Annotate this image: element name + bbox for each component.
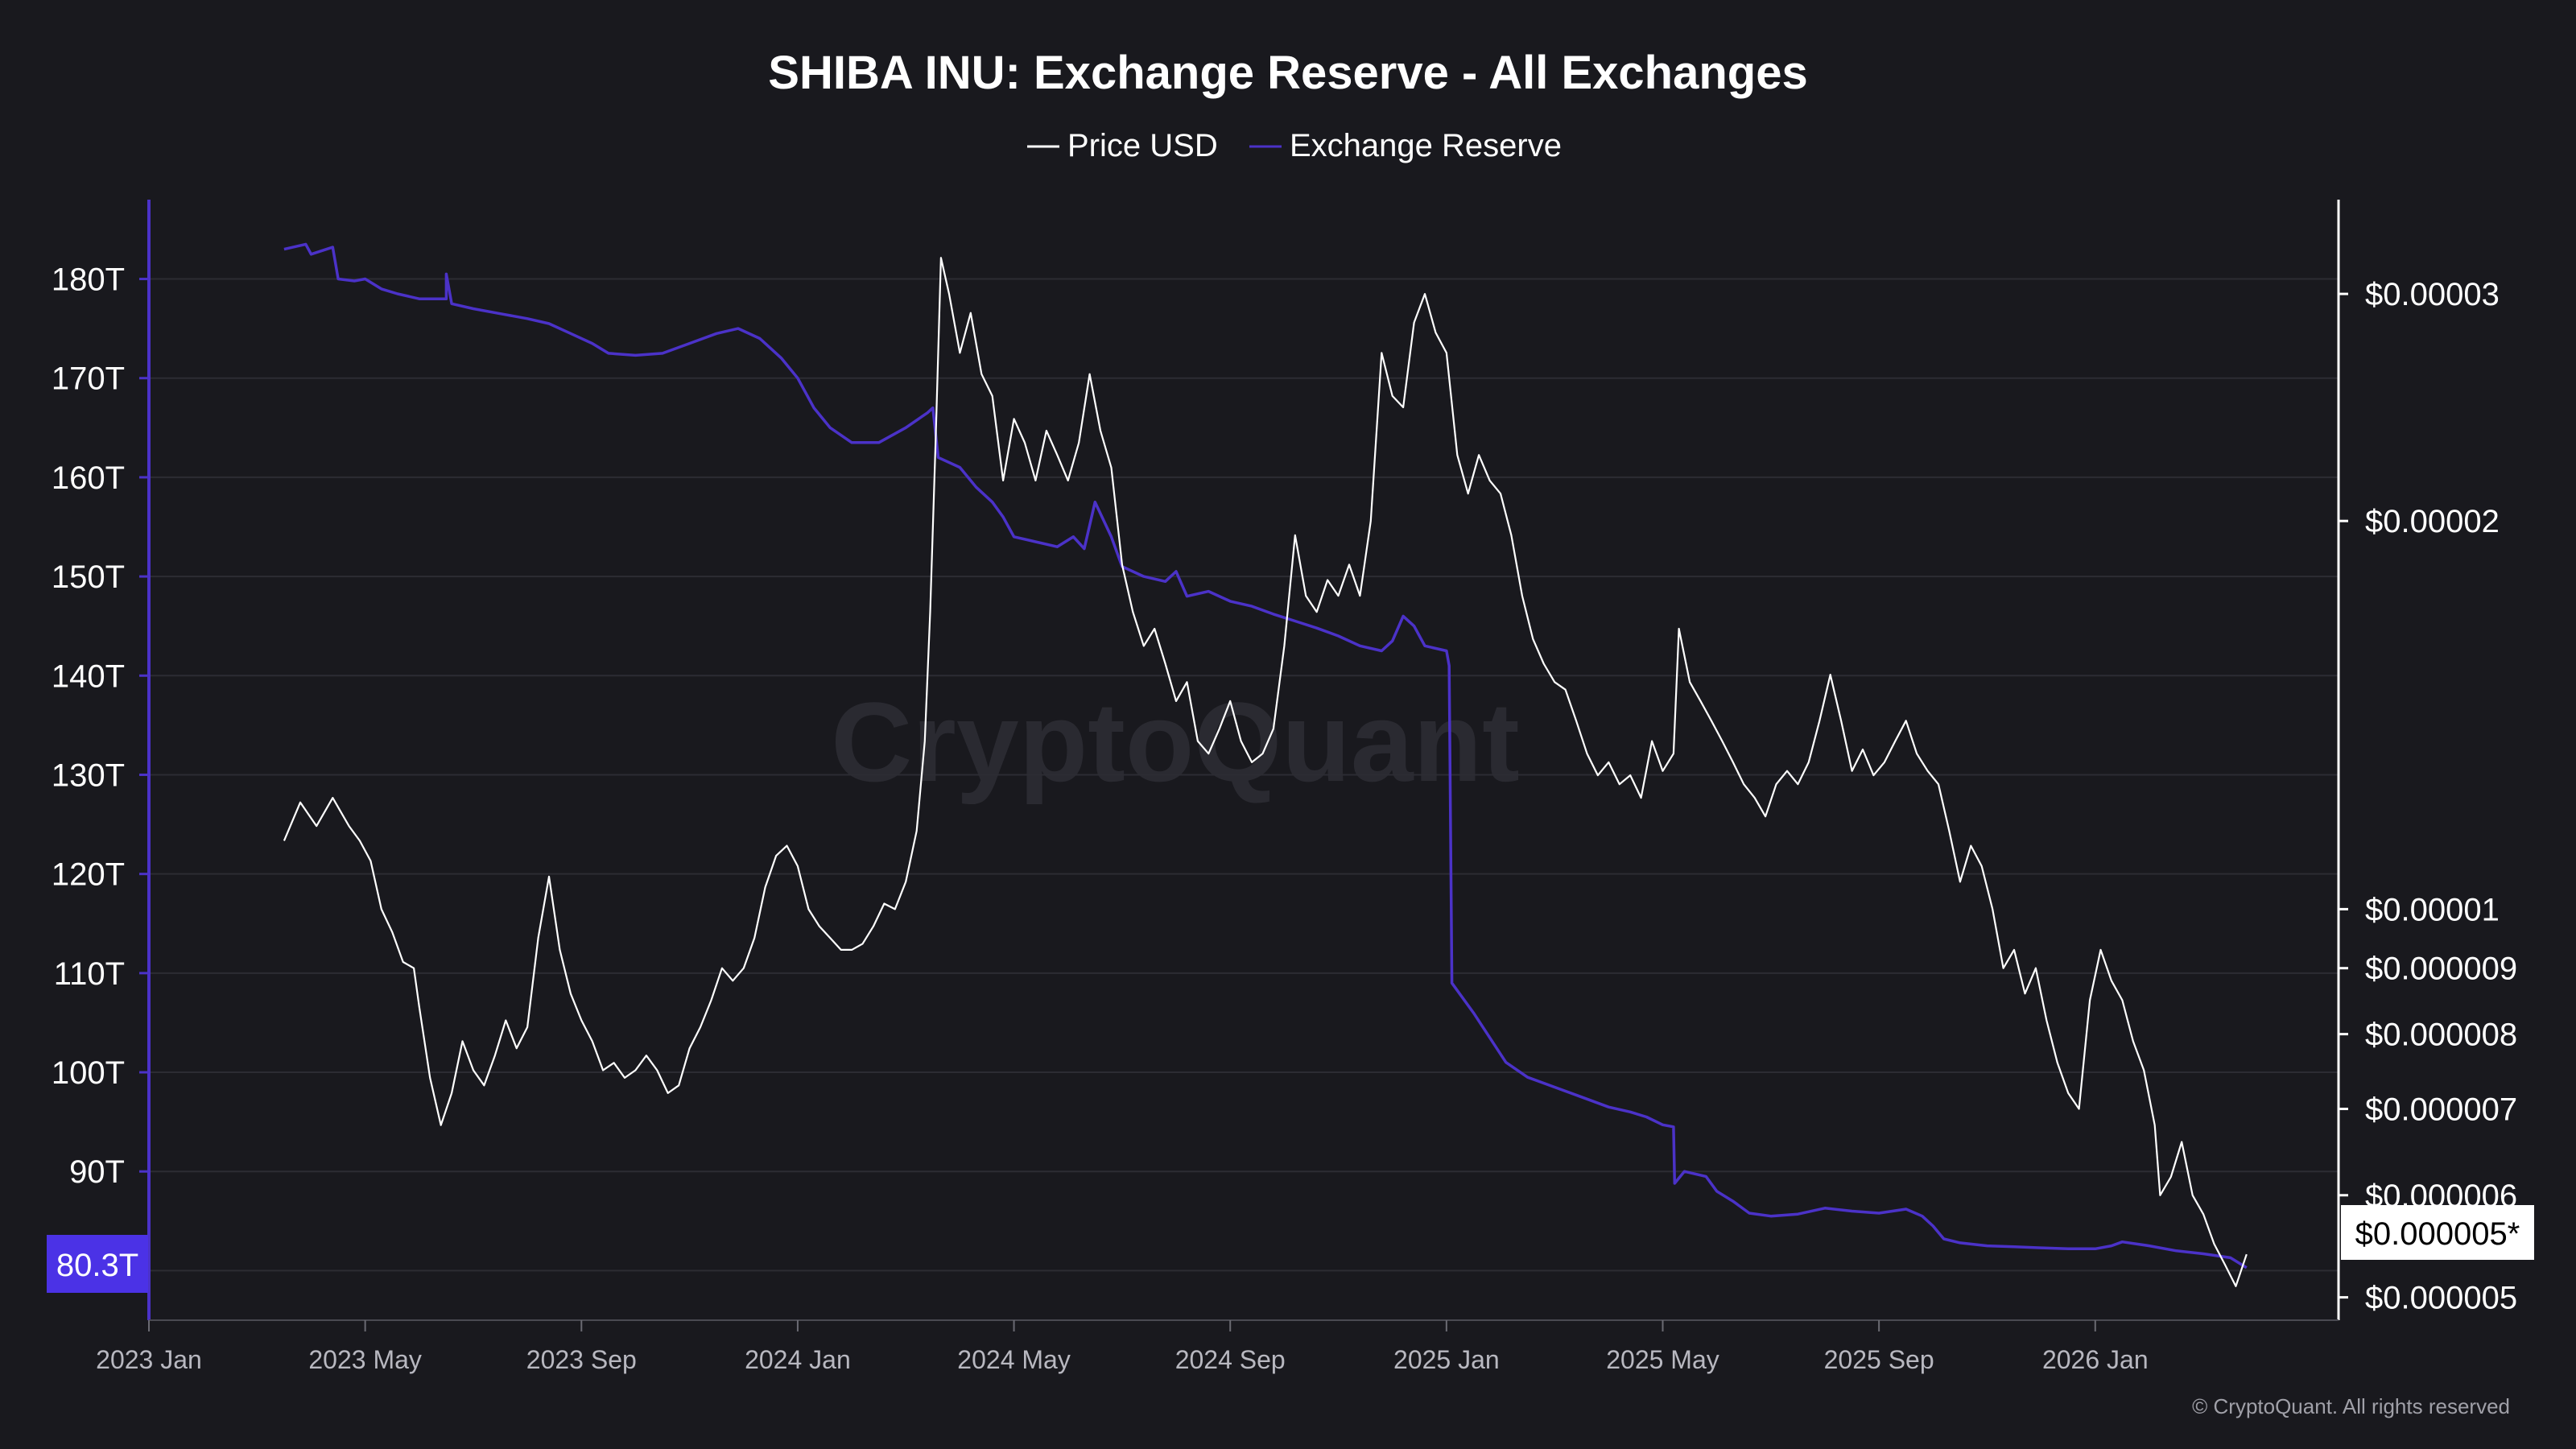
left-tick-label: 150T [52, 559, 125, 595]
chart-title: SHIBA INU: Exchange Reserve - All Exchan… [768, 47, 1807, 99]
left-axis-ticks: 90T 100T 110T 120T 130T 140T 150T 160T 170T 180T [52, 262, 149, 1190]
left-current-value: 80.3T [56, 1248, 138, 1283]
left-tick-label: 100T [52, 1055, 125, 1091]
left-current-badge-bg [47, 1235, 148, 1293]
right-axis-ticks: $0.000005$0.000006$0.000007$0.000008$0.0… [2339, 277, 2517, 1316]
exchange-reserve-line [283, 242, 2248, 1269]
price-usd-line [283, 257, 2248, 1287]
left-tick-label: 140T [52, 658, 125, 694]
copyright: © CryptoQuant. All rights reserved [2192, 1394, 2510, 1418]
left-tick-label: 130T [52, 758, 125, 793]
x-tick-label: 2024 Sep [1175, 1345, 1286, 1374]
legend-price-label[interactable]: Price USD [1067, 128, 1218, 163]
right-tick-label: $0.000005 [2365, 1281, 2517, 1316]
legend-reserve-label[interactable]: Exchange Reserve [1290, 128, 1562, 163]
left-tick-label: 120T [52, 857, 125, 893]
x-tick-label: 2024 Jan [745, 1345, 851, 1374]
right-tick-label: $0.00003 [2365, 277, 2500, 312]
left-tick-label: 90T [69, 1154, 125, 1190]
right-current-badge-bg [2341, 1205, 2534, 1260]
x-tick-label: 2025 Sep [1824, 1345, 1934, 1374]
x-tick-label: 2023 Jan [96, 1345, 202, 1374]
x-axis-ticks: 2023 Jan 2023 May 2023 Sep 2024 Jan 2024 May… [96, 1320, 2149, 1374]
left-tick-label: 110T [54, 956, 125, 992]
left-tick-label: 160T [52, 460, 125, 496]
right-tick-label: $0.000007 [2365, 1092, 2517, 1128]
grid [149, 278, 2339, 1272]
legend: Price USD Exchange Reserve [1027, 128, 1562, 163]
right-tick-label: $0.00002 [2365, 504, 2500, 539]
x-tick-label: 2024 May [957, 1345, 1071, 1374]
right-tick-label: $0.000009 [2365, 952, 2517, 987]
left-current-badge: 80.3T [47, 1235, 148, 1293]
right-tick-label: $0.000008 [2365, 1018, 2517, 1053]
x-tick-label: 2023 Sep [526, 1345, 637, 1374]
x-tick-label: 2023 May [308, 1345, 422, 1374]
left-tick-label: 180T [52, 262, 125, 298]
x-tick-label: 2026 Jan [2042, 1345, 2149, 1374]
x-tick-label: 2025 May [1606, 1345, 1719, 1374]
left-tick-label: 170T [52, 361, 125, 397]
x-tick-label: 2025 Jan [1393, 1345, 1500, 1374]
right-tick-label: $0.00001 [2365, 892, 2500, 927]
right-current-value: $0.000005* [2355, 1216, 2520, 1252]
series [283, 242, 2248, 1287]
axes [147, 200, 2340, 1321]
right-current-badge: $0.000005* [2341, 1205, 2534, 1260]
